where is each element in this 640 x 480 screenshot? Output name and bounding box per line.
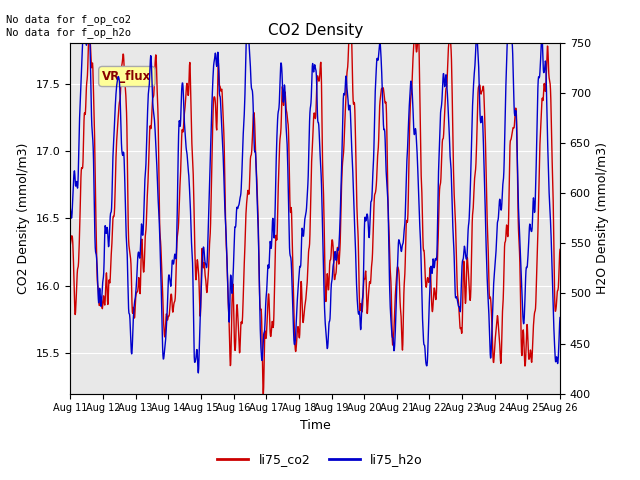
Y-axis label: CO2 Density (mmol/m3): CO2 Density (mmol/m3): [17, 143, 30, 294]
Text: VR_flux: VR_flux: [102, 70, 152, 83]
Title: CO2 Density: CO2 Density: [268, 23, 363, 38]
Legend: li75_co2, li75_h2o: li75_co2, li75_h2o: [212, 448, 428, 471]
Text: No data for f_op_co2
No data for f_op_h2o: No data for f_op_co2 No data for f_op_h2…: [6, 14, 131, 38]
X-axis label: Time: Time: [300, 419, 331, 432]
Y-axis label: H2O Density (mmol/m3): H2O Density (mmol/m3): [596, 143, 609, 294]
